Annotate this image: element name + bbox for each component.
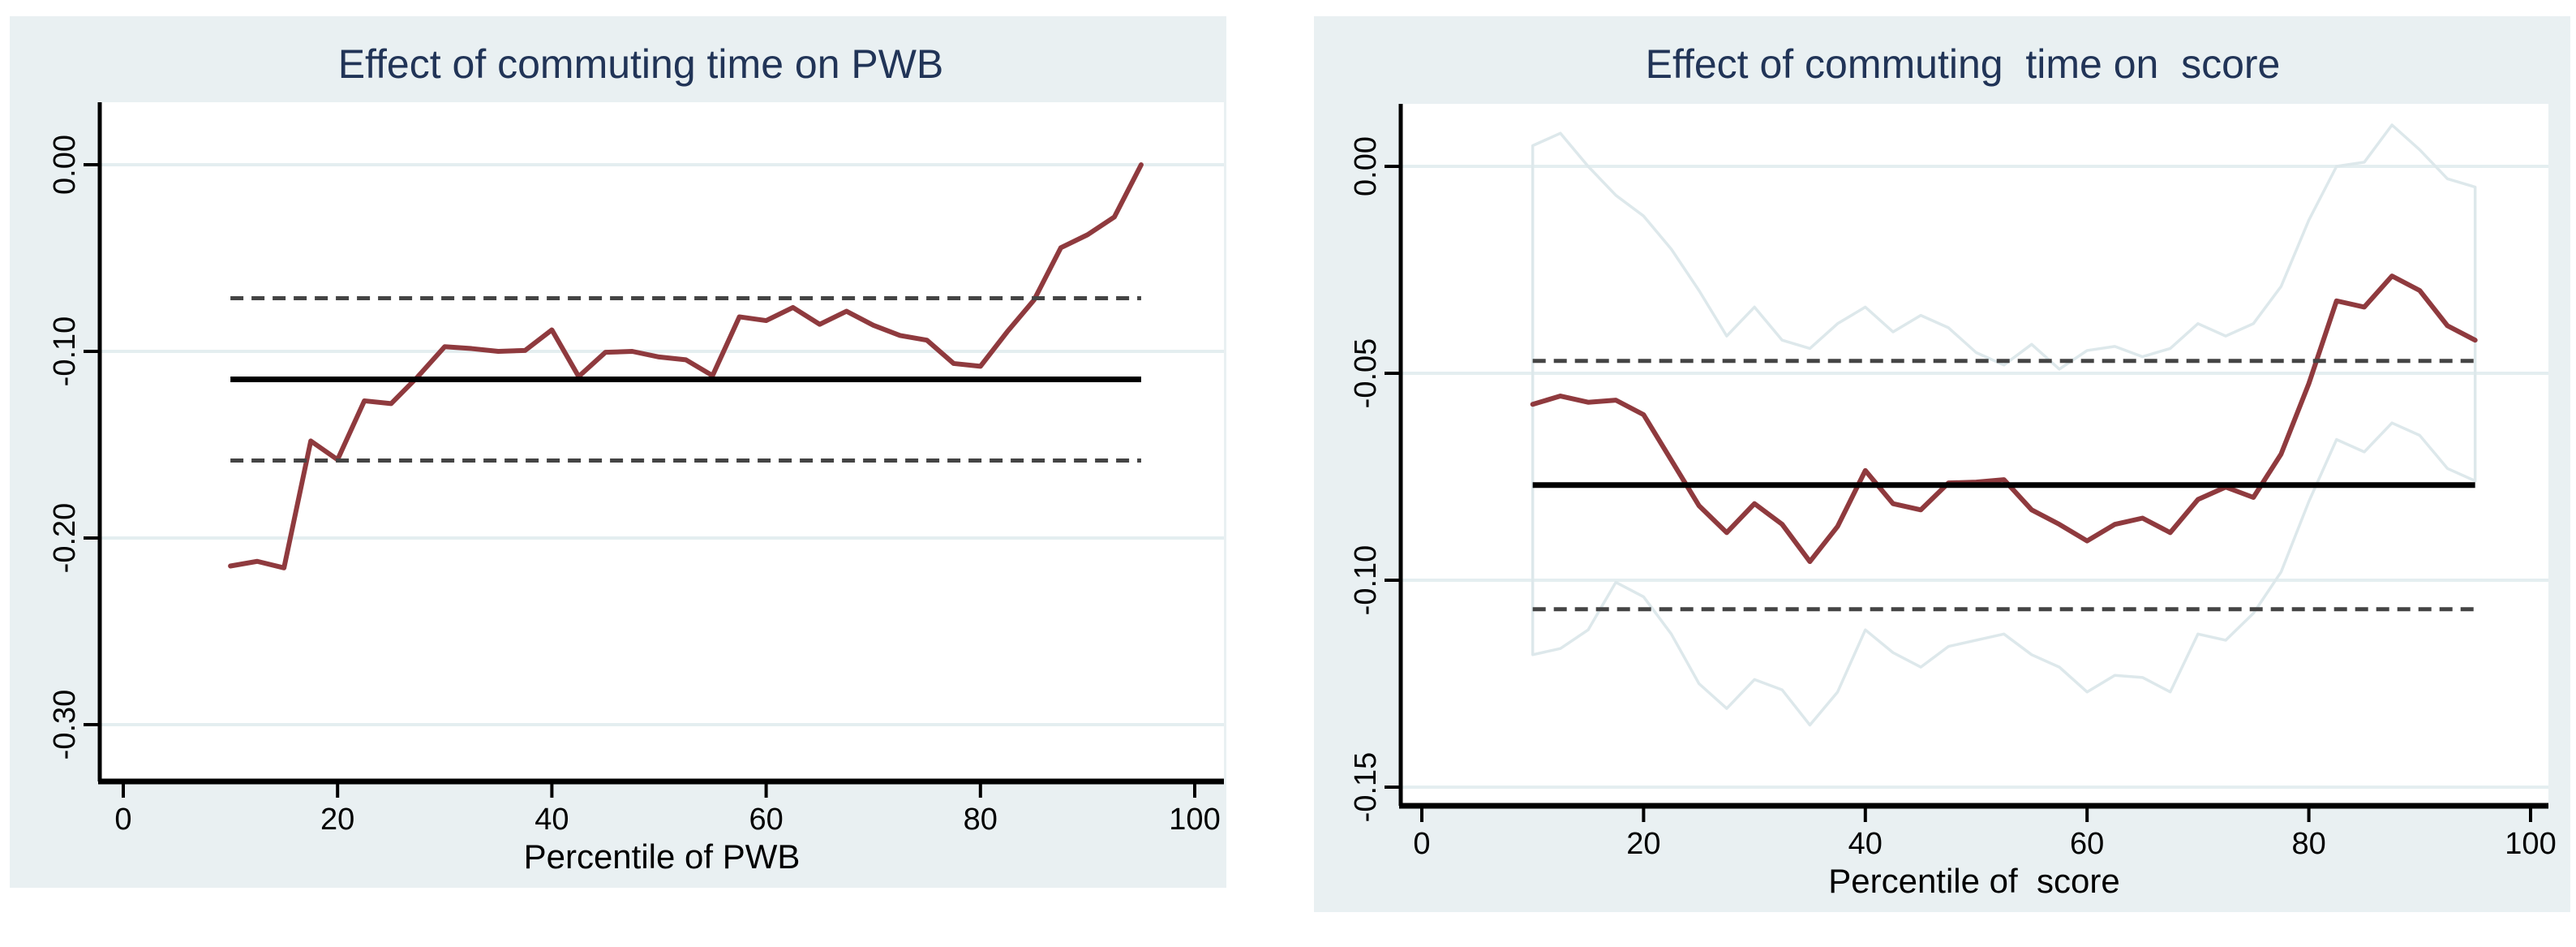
x-tick-label: 100 <box>2505 827 2556 861</box>
y-tick-label: -0.10 <box>48 316 82 387</box>
x-tick-label: 20 <box>320 803 354 837</box>
y-tick-label: -0.30 <box>48 690 82 760</box>
x-axis-title: Percentile of score <box>1828 862 2120 900</box>
x-axis-title: Percentile of PWB <box>524 837 801 876</box>
confidence-band <box>1531 123 2477 727</box>
y-tick-label: 0.00 <box>1349 136 1383 196</box>
x-tick-label: 40 <box>1848 827 1883 861</box>
plot-layers: 0.00 -0.10 -0.20 -0.30 0 20 40 60 80 100 <box>48 102 1224 837</box>
x-tick-label: 0 <box>114 803 131 837</box>
chart-title: Effect of commuting time on PWB <box>338 41 944 87</box>
y-tick-label: 0.00 <box>48 135 82 195</box>
effect-line <box>1530 273 2478 565</box>
x-tick-label: 80 <box>2291 827 2325 861</box>
x-tick-label: 20 <box>1626 827 1660 861</box>
y-tick-label: -0.15 <box>1349 752 1383 823</box>
x-tick-label: 60 <box>749 803 783 837</box>
chart-effect-on-score: 0.00 -0.05 -0.10 -0.15 0 20 40 60 80 100 Effect o… <box>1314 16 2570 912</box>
effect-line <box>228 162 1144 570</box>
x-tick-label: 40 <box>535 803 569 837</box>
x-tick-label: 80 <box>964 803 998 837</box>
chart-effect-on-pwb: 0.00 -0.10 -0.20 -0.30 0 20 40 60 80 100 Effect o… <box>10 16 1226 888</box>
chart-title: Effect of commuting time on score <box>1646 41 2281 87</box>
x-tick-label: 100 <box>1169 803 1220 837</box>
x-tick-label: 0 <box>1413 827 1430 861</box>
plot-area <box>1401 104 2548 806</box>
y-tick-label: -0.10 <box>1349 545 1383 616</box>
plot-area <box>100 102 1224 781</box>
y-tick-label: -0.20 <box>48 503 82 574</box>
x-tick-label: 60 <box>2070 827 2104 861</box>
y-tick-label: -0.05 <box>1349 338 1383 409</box>
plot-layers: 0.00 -0.05 -0.10 -0.15 0 20 40 60 80 100 <box>1349 104 2557 861</box>
